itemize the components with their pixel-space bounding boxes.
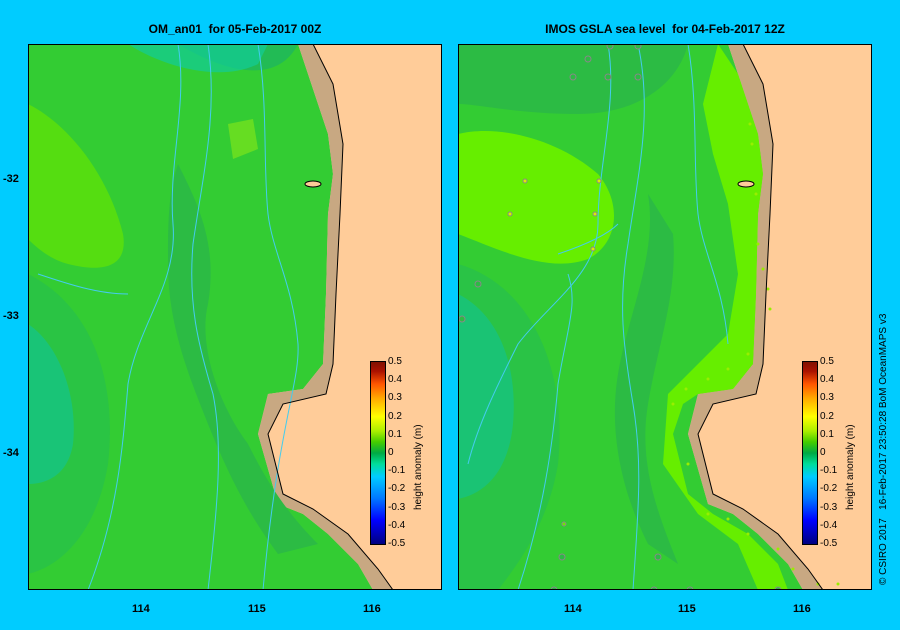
coastline <box>267 44 394 590</box>
x-tick-label: 116 <box>793 603 811 615</box>
y-tick-label: -32 <box>3 173 19 185</box>
colorbar-tick-label: 0.4 <box>820 374 834 386</box>
anomaly-patch-light <box>28 104 124 268</box>
shelf-strip <box>688 44 823 590</box>
colorbar-tick-label: -0.4 <box>820 519 838 531</box>
colorbar-tick-label: 0.4 <box>388 374 402 386</box>
colorbar-left-label: height anomaly (m) <box>413 424 424 510</box>
anomaly-patch-light-2 <box>228 119 258 159</box>
anomaly-blob-light <box>458 130 615 264</box>
colorbar-tick-label: -0.2 <box>388 483 406 495</box>
colorbar-tick-label: 0.2 <box>388 410 402 422</box>
bathymetry-lines <box>37 44 299 590</box>
x-tick-label: 114 <box>564 603 582 615</box>
x-tick-label: 116 <box>363 603 381 615</box>
colorbar-tick-label: 0 <box>388 447 394 458</box>
x-tick-label: 115 <box>678 603 696 615</box>
colorbar-tick-label: -0.3 <box>820 501 838 513</box>
x-tick-label: 115 <box>248 603 266 615</box>
colorbar-tick-label: -0.4 <box>388 519 406 531</box>
island <box>737 180 755 188</box>
anomaly-trough <box>614 194 678 564</box>
colorbar-tick-label: -0.3 <box>388 501 406 513</box>
anomaly-coastal-band <box>663 44 788 590</box>
right-map-panel <box>458 44 872 590</box>
colorbar-tick-label: -0.2 <box>820 483 838 495</box>
colorbar-tick-label: -0.1 <box>388 465 406 477</box>
bathymetry-lines <box>467 44 729 590</box>
observation-markers <box>458 44 782 590</box>
colorbar-tick-label: -0.1 <box>820 465 838 477</box>
right-map-canvas <box>458 44 872 590</box>
colorbar-tick-label: 0.1 <box>820 428 834 440</box>
anomaly-patch-teal <box>128 44 268 73</box>
colorbar-tick-label: 0.1 <box>388 428 402 440</box>
colorbar-tick-label: 0.3 <box>388 392 402 404</box>
colorbar-left <box>370 361 386 545</box>
coastal-observation-markers <box>671 122 840 586</box>
colorbar-tick-label: 0 <box>820 447 826 458</box>
y-tick-label: -34 <box>3 447 19 459</box>
anomaly-patch-dark-2 <box>458 264 560 590</box>
left-map-canvas <box>28 44 442 590</box>
colorbar-tick-label: 0.2 <box>820 410 834 422</box>
colorbar-tick-label: 0.5 <box>820 356 834 367</box>
colorbar-right-label: height anomaly (m) <box>845 424 856 510</box>
island <box>304 180 322 188</box>
x-tick-label: 114 <box>132 603 150 615</box>
colorbar-tick-label: -0.5 <box>388 538 406 549</box>
colorbar-tick-label: 0.3 <box>820 392 834 404</box>
colorbar-tick-label: 0.5 <box>388 356 402 367</box>
anomaly-trough <box>168 164 318 554</box>
y-tick-label: -33 <box>3 310 19 322</box>
coastline <box>697 44 824 590</box>
shelf-strip <box>258 44 393 590</box>
left-map-title: OM_an01 for 05-Feb-2017 00Z <box>148 22 322 36</box>
credit-text: © CSIRO 2017 16-Feb-2017 23:50:28 BoM Oc… <box>878 313 889 585</box>
colorbar-tick-label: -0.5 <box>820 538 838 549</box>
right-map-title: IMOS GSLA sea level for 04-Feb-2017 12Z <box>545 22 785 36</box>
anomaly-patch-dark-2 <box>28 274 110 574</box>
left-map-panel <box>28 44 442 590</box>
colorbar-right <box>802 361 818 545</box>
